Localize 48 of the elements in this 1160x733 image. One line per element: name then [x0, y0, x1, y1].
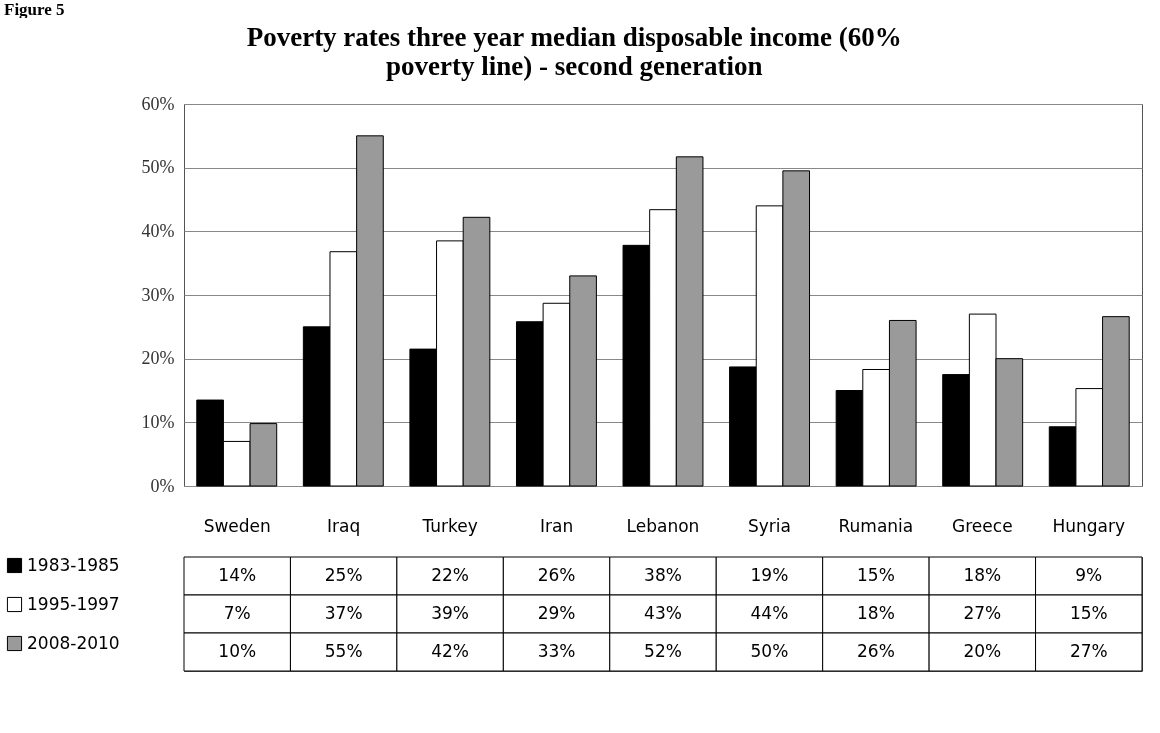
data-label: 50%: [750, 641, 789, 661]
y-tick-label: 40%: [141, 220, 175, 241]
x-tick-label: Greece: [952, 515, 1013, 536]
legend-label: 1983-1985: [27, 554, 120, 575]
legend-label: 1995-1997: [27, 593, 120, 614]
data-label: 29%: [537, 603, 576, 623]
data-label: 27%: [963, 603, 1002, 623]
data-label: 19%: [750, 565, 789, 585]
legend-label: 2008-2010: [27, 632, 120, 653]
data-label: 42%: [431, 641, 470, 661]
x-tick-label: Turkey: [421, 515, 478, 536]
x-tick-label: Rumania: [838, 515, 914, 536]
x-tick-label: Sweden: [203, 515, 271, 536]
data-label: 38%: [644, 565, 682, 585]
data-label: 33%: [537, 641, 576, 661]
data-label: 37%: [324, 603, 363, 623]
data-label: 25%: [324, 565, 363, 585]
data-label: 52%: [644, 641, 682, 661]
data-label: 15%: [1069, 603, 1108, 623]
data-label: 55%: [324, 641, 363, 661]
data-label: 14%: [218, 565, 257, 585]
data-label: 9%: [1075, 565, 1103, 585]
data-label: 26%: [537, 565, 576, 585]
y-tick-label: 20%: [141, 348, 175, 369]
data-label: 15%: [856, 565, 895, 585]
data-label: 18%: [963, 565, 1002, 585]
data-label: 27%: [1069, 641, 1108, 661]
data-label: 7%: [223, 603, 251, 623]
data-label: 44%: [750, 603, 789, 623]
y-tick-label: 0%: [150, 475, 175, 496]
x-tick-label: Iraq: [327, 515, 361, 536]
caption: Figure 5: [4, 0, 65, 20]
chart-title: Poverty rates three year median disposable income (60% poverty line) - second generation: [246, 21, 902, 81]
data-label: 22%: [431, 565, 470, 585]
y-tick-label: 50%: [141, 157, 175, 178]
data-label: 26%: [856, 641, 895, 661]
data-label: 18%: [856, 603, 895, 623]
y-tick-label: 60%: [141, 93, 175, 114]
x-tick-label: Iran: [539, 515, 574, 536]
data-label: 43%: [644, 603, 682, 623]
data-label: 10%: [218, 641, 257, 661]
data-label: 20%: [963, 641, 1002, 661]
x-tick-label: Hungary: [1052, 515, 1126, 536]
y-tick-label: 10%: [141, 411, 175, 432]
y-tick-label: 30%: [141, 284, 175, 305]
x-tick-label: Syria: [747, 515, 791, 536]
x-tick-label: Lebanon: [626, 515, 700, 536]
data-label: 39%: [431, 603, 470, 623]
